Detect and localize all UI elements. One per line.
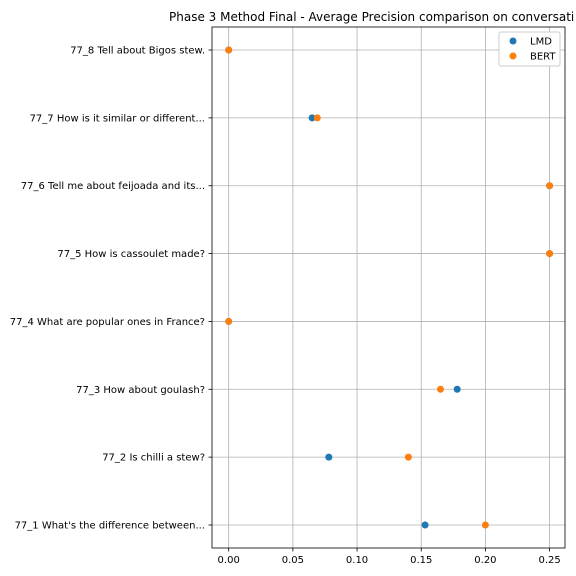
point-bert	[436, 385, 444, 393]
chart-title: Phase 3 Method Final - Average Precision…	[169, 10, 574, 24]
x-tick-label: 0.05	[282, 555, 304, 566]
point-bert	[404, 453, 412, 461]
y-tick-label: 77_8 Tell about Bigos stew.	[70, 46, 205, 57]
y-tick-label: 77_3 How about goulash?	[76, 385, 205, 396]
point-bert	[225, 317, 233, 325]
y-tick-label: 77_6 Tell me about feijoada and its...	[21, 181, 205, 192]
x-tick-label: 0.10	[346, 555, 368, 566]
point-lmd	[421, 521, 429, 529]
point-bert	[225, 46, 233, 54]
y-tick-label: 77_5 How is cassoulet made?	[57, 249, 205, 260]
point-bert	[313, 114, 321, 122]
data-points	[225, 46, 554, 529]
y-tick-label: 77_7 How is it similar or different...	[30, 113, 205, 124]
x-gridlines	[228, 27, 550, 548]
legend: LMD BERT	[498, 31, 561, 67]
point-bert	[546, 250, 554, 258]
y-tick-label: 77_4 What are popular ones in France?	[10, 317, 205, 328]
point-lmd	[453, 385, 461, 393]
plot-area-frame	[211, 26, 566, 549]
y-axis-ticks: 77_8 Tell about Bigos stew. 77_7 How is i…	[10, 46, 212, 532]
y-tick-label: 77_1 What's the difference between...	[15, 521, 205, 532]
legend-label-bert: BERT	[530, 52, 556, 63]
y-tick-label: 77_2 Is chilli a stew?	[102, 453, 205, 464]
legend-marker-lmd	[509, 37, 517, 45]
x-tick-label: 0.15	[410, 555, 432, 566]
point-bert	[481, 521, 489, 529]
legend-label-lmd: LMD	[530, 37, 552, 48]
point-lmd	[308, 114, 316, 122]
point-bert	[546, 182, 554, 190]
point-lmd	[325, 453, 333, 461]
legend-marker-bert	[509, 52, 517, 60]
x-tick-label: 0.25	[538, 555, 560, 566]
x-tick-label: 0.00	[218, 555, 240, 566]
x-tick-label: 0.20	[474, 555, 496, 566]
y-gridlines	[212, 49, 565, 526]
x-axis-ticks: 0.00 0.05 0.10 0.15 0.20 0.25	[218, 548, 561, 566]
